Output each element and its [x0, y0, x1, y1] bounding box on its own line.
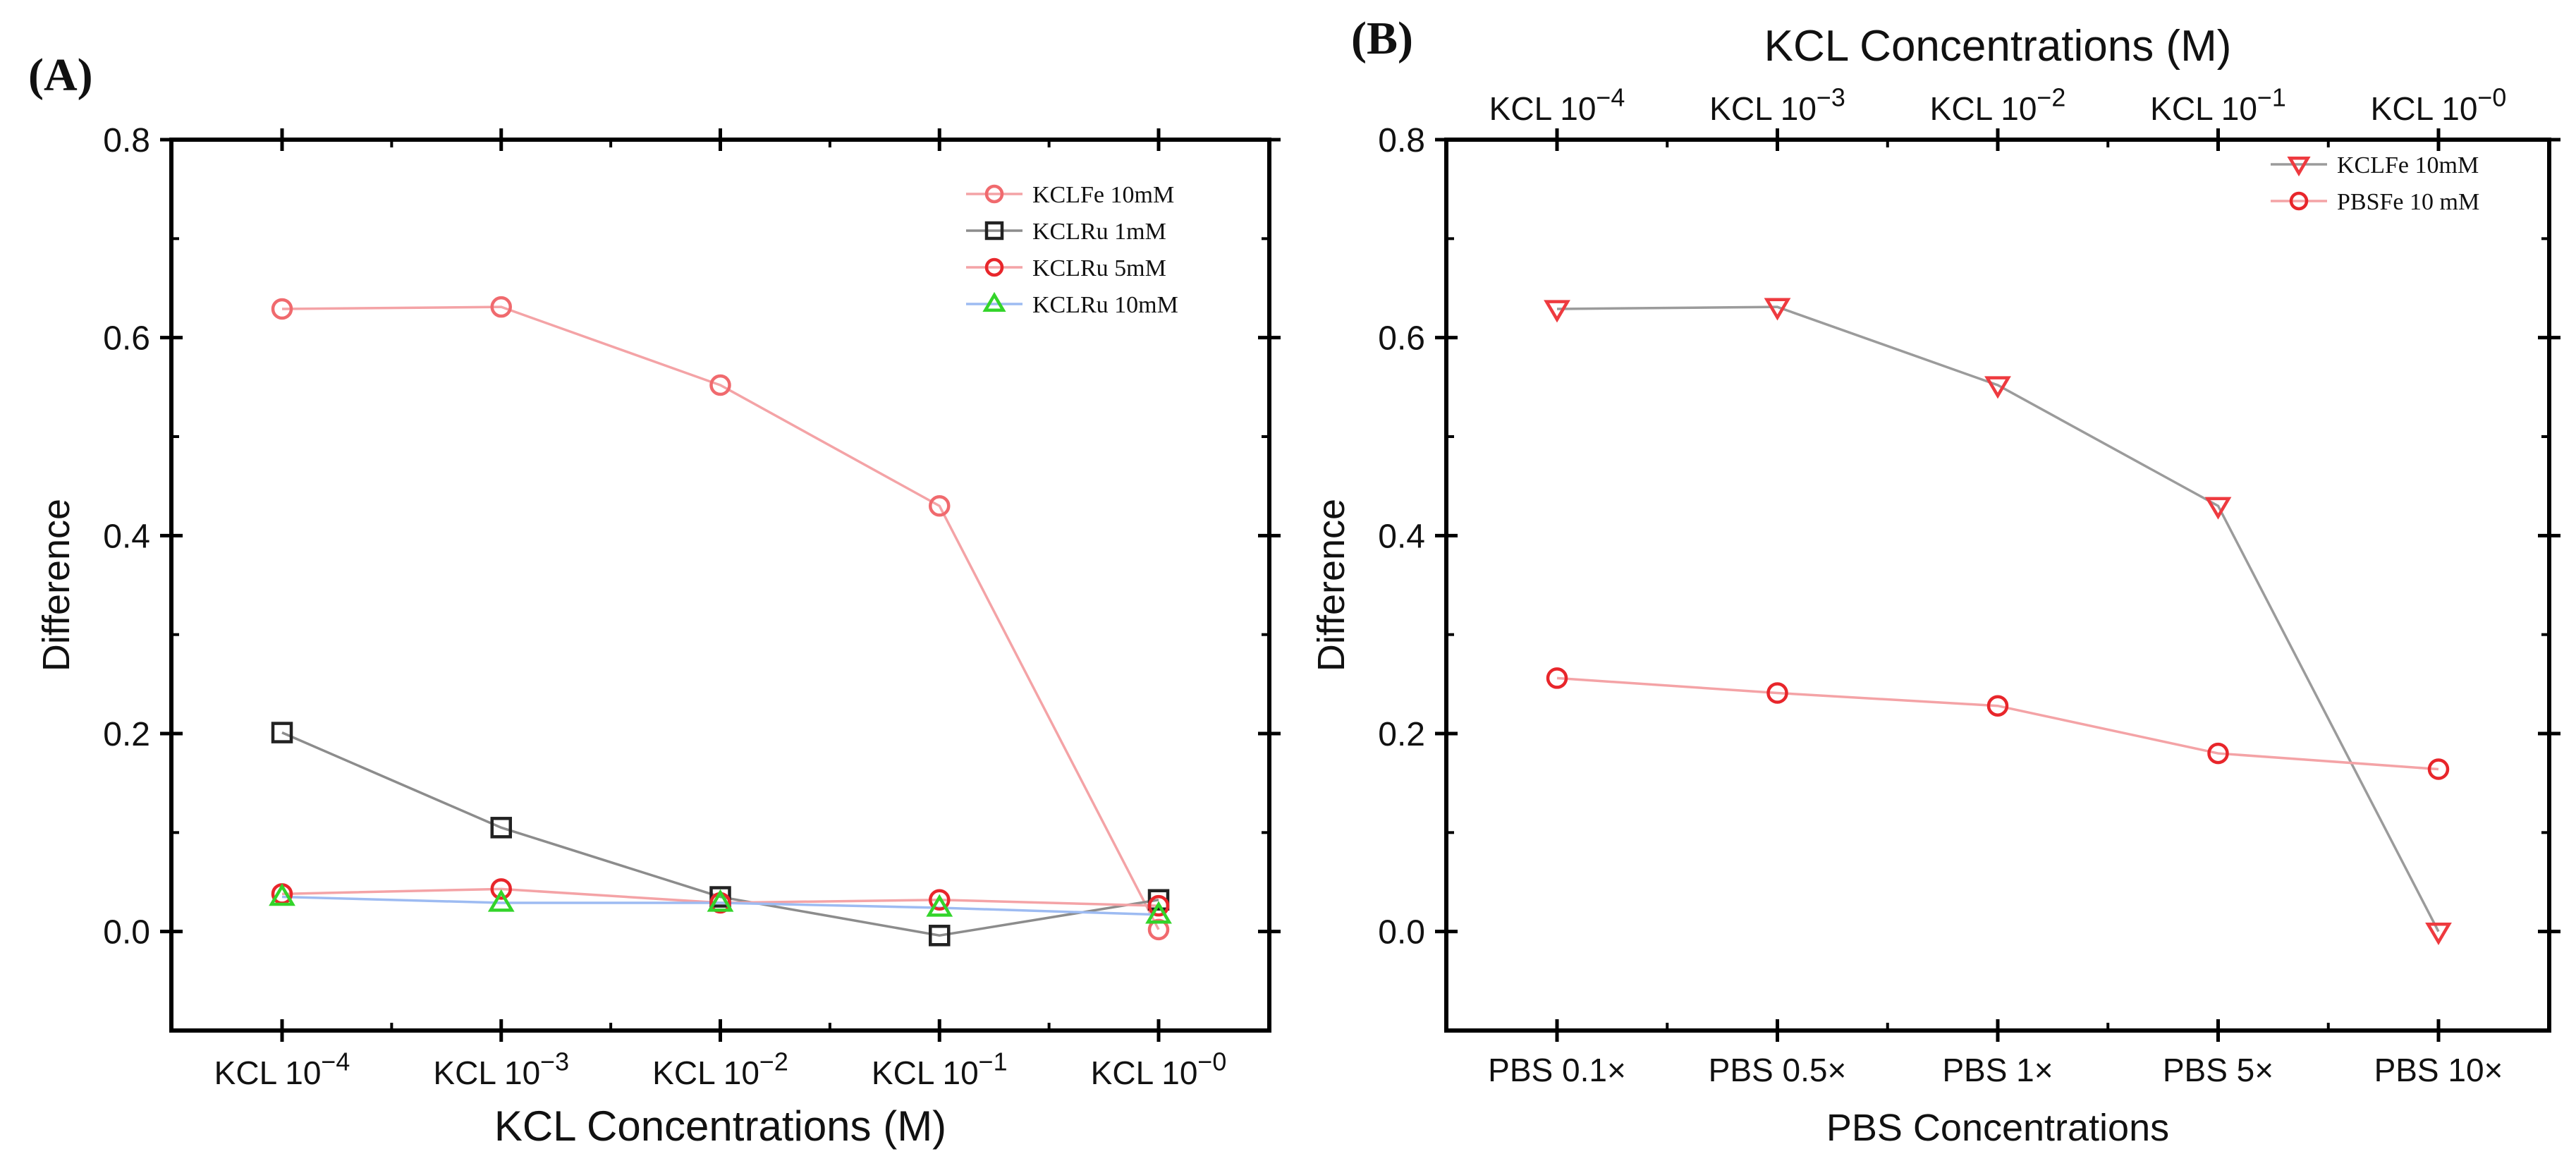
a-ytick-label: 0.6: [103, 320, 150, 358]
b-top-xtick-label: KCL 10−3: [1709, 84, 1845, 127]
b-y-axis-title: Difference: [1310, 499, 1353, 671]
b-top-xtick-label: KCL 10−4: [1489, 84, 1625, 127]
a-point-s4: [1145, 901, 1172, 924]
b-xtick-label: PBS 5×: [2163, 1052, 2273, 1088]
a-xtick-label: KCL 10−2: [652, 1048, 788, 1091]
b-point-s1: [1984, 376, 2011, 399]
a-ytick-label: 0.8: [103, 122, 150, 159]
a-series-line-4: [281, 895, 1159, 916]
b-top-axis-title: KCL Concentrations (M): [1764, 22, 2232, 71]
panel-label-b: (B): [1351, 13, 1413, 64]
a-point-s2: [490, 817, 512, 839]
a-xtick-label: KCL 10−3: [433, 1048, 569, 1091]
b-xtick-label: PBS 10×: [2374, 1052, 2503, 1088]
a-point-s2: [271, 722, 293, 743]
chart-panel-b: 0.0 0.2 0.4 0.6 0.8 PBS 0.1× KCL 10−4 PBS 0.5× K…: [1310, 22, 2560, 1149]
a-point-s1: [709, 374, 731, 396]
b-point-s2: [2207, 742, 2229, 765]
a-point-s2: [1147, 889, 1170, 911]
a-y-axis-title: Difference: [35, 499, 78, 671]
a-point-s3: [1147, 894, 1170, 917]
b-top-xtick-label: KCL 10−0: [2371, 84, 2507, 127]
a-legend-label: KCLRu 5mM: [1032, 255, 1166, 281]
b-legend: KCLFe 10mM PBSFe 10 mM: [2271, 152, 2479, 215]
a-ytick-label: 0.0: [103, 914, 150, 952]
a-point-s4: [707, 889, 734, 912]
a-legend-marker: [984, 257, 1004, 277]
a-xtick-label: KCL 10−1: [872, 1048, 1008, 1091]
a-point-s1: [929, 494, 951, 517]
b-xtick-label: PBS 0.1×: [1488, 1052, 1626, 1088]
b-top-xtick-label: KCL 10−1: [2150, 84, 2286, 127]
b-top-xtick-label: KCL 10−2: [1930, 84, 2066, 127]
b-x-axis-title: PBS Concentrations: [1826, 1107, 2169, 1149]
a-point-s1: [1147, 918, 1170, 941]
b-legend-marker: [2289, 191, 2309, 211]
a-point-s4: [926, 894, 953, 917]
b-ytick-label: 0.2: [1378, 716, 1425, 753]
a-series-line-1: [281, 305, 1160, 930]
a-point-s1: [271, 298, 293, 320]
a-legend-marker: [984, 221, 1004, 241]
b-point-s1: [1544, 300, 1570, 323]
a-xtick-label: KCL 10−0: [1091, 1048, 1227, 1091]
b-point-s1: [1764, 298, 1791, 321]
b-legend-label: PBSFe 10 mM: [2337, 189, 2479, 215]
b-xtick-label: PBS 1×: [1942, 1052, 2053, 1088]
b-point-s1: [2204, 497, 2232, 520]
a-legend-marker: [982, 291, 1006, 312]
b-legend-marker: [2287, 156, 2311, 177]
a-x-axis-title: KCL Concentrations (M): [494, 1102, 946, 1150]
a-legend-label: KCLRu 10mM: [1032, 292, 1178, 318]
a-legend-label: KCLFe 10mM: [1032, 182, 1174, 208]
a-point-s1: [490, 296, 512, 318]
b-ytick-label: 0.4: [1378, 518, 1425, 555]
b-point-s2: [2427, 758, 2450, 780]
b-series-line-1: [1556, 305, 2440, 932]
a-ytick-label: 0.4: [103, 518, 150, 555]
b-legend-label: KCLFe 10mM: [2337, 152, 2479, 178]
a-legend-label: KCLRu 1mM: [1032, 219, 1166, 245]
a-point-s3: [490, 878, 512, 900]
b-ytick-label: 0.0: [1378, 914, 1425, 952]
a-series-line-2: [281, 731, 1159, 937]
b-point-s2: [1986, 695, 2009, 717]
a-xtick-label: KCL 10−4: [214, 1048, 350, 1091]
a-point-s4: [269, 883, 295, 906]
a-point-s3: [929, 889, 951, 911]
b-ytick-label: 0.8: [1378, 122, 1425, 159]
a-point-s2: [709, 886, 731, 908]
a-legend-marker: [984, 184, 1004, 204]
a-point-s2: [929, 925, 951, 947]
b-ytick-label: 0.6: [1378, 320, 1425, 358]
b-xtick-label: PBS 0.5×: [1709, 1052, 1847, 1088]
a-point-s4: [487, 889, 515, 912]
b-point-s2: [1546, 667, 1568, 689]
b-series-line-2: [1556, 676, 2439, 771]
b-point-s1: [2425, 923, 2452, 946]
a-ytick-label: 0.2: [103, 716, 150, 753]
a-legend: KCLFe 10mM KCLRu 1mM KCLRu 5mM KCLRu 10mM: [966, 182, 1178, 318]
panel-label-a: (A): [28, 49, 93, 101]
chart-panel-a: 0.0 0.2 0.4 0.6 0.8 KCL 10−4 KCL 10−3 KCL 10−2 K…: [35, 122, 1281, 1150]
b-plot-frame: [1444, 138, 2551, 1033]
b-point-s2: [1766, 682, 1788, 704]
